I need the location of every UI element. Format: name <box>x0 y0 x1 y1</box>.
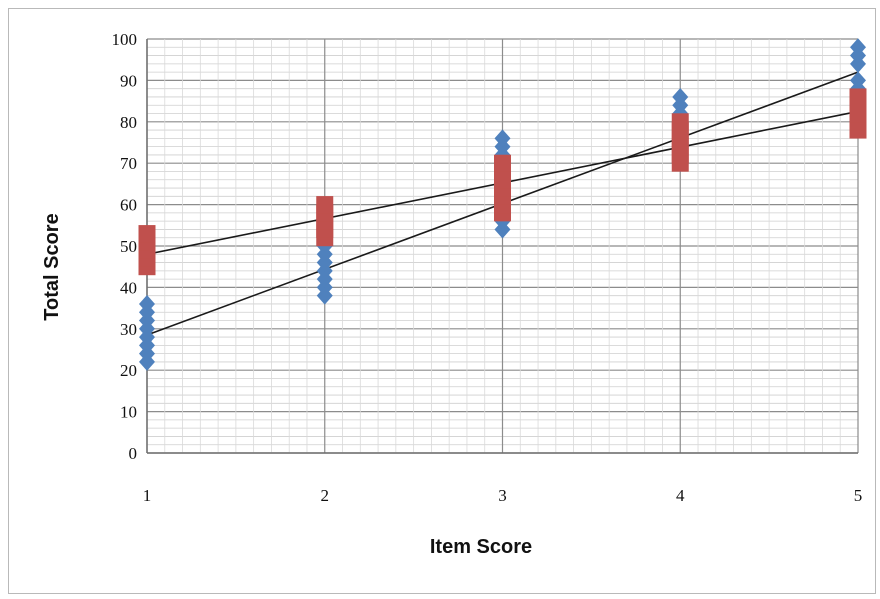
x-tick-label: 5 <box>854 486 863 505</box>
x-axis-title: Item Score <box>430 536 532 558</box>
y-axis-title: Total Score <box>41 213 63 320</box>
tick-labels: 0 10 20 30 40 50 60 70 80 90 100 1 2 3 4 5 <box>112 30 863 505</box>
blue-diamond-point <box>494 129 511 148</box>
y-tick-label: 40 <box>120 278 137 297</box>
data-points <box>138 38 867 371</box>
y-tick-label: 30 <box>120 320 137 339</box>
x-tick-label: 3 <box>498 486 507 505</box>
y-tick-label: 60 <box>120 196 137 215</box>
red-square-point <box>671 113 689 131</box>
y-tick-label: 50 <box>120 237 137 256</box>
red-square-point <box>849 88 867 106</box>
scatter-chart: 0 10 20 30 40 50 60 70 80 90 100 1 2 3 4 5 Item Score T… <box>41 30 867 558</box>
y-tick-label: 20 <box>120 361 137 380</box>
y-tick-label: 100 <box>112 30 138 49</box>
red-square-point <box>138 225 156 243</box>
x-tick-label: 2 <box>321 486 330 505</box>
blue-diamond-point <box>850 71 866 90</box>
blue-diamond-point <box>850 38 866 57</box>
y-tick-label: 70 <box>120 154 137 173</box>
x-tick-label: 1 <box>143 486 152 505</box>
blue-diamond-point <box>672 87 689 106</box>
y-tick-label: 80 <box>120 113 137 132</box>
red-square-point <box>316 196 334 214</box>
x-tick-label: 4 <box>676 486 685 505</box>
y-tick-label: 10 <box>120 403 137 422</box>
gridlines <box>146 38 859 454</box>
y-tick-label: 0 <box>129 444 138 463</box>
red-square-point <box>494 154 511 172</box>
chart-frame: 0 10 20 30 40 50 60 70 80 90 100 1 2 3 4 5 Item Score T… <box>8 8 876 594</box>
y-tick-label: 90 <box>120 71 137 90</box>
blue-diamond-point <box>139 294 155 313</box>
